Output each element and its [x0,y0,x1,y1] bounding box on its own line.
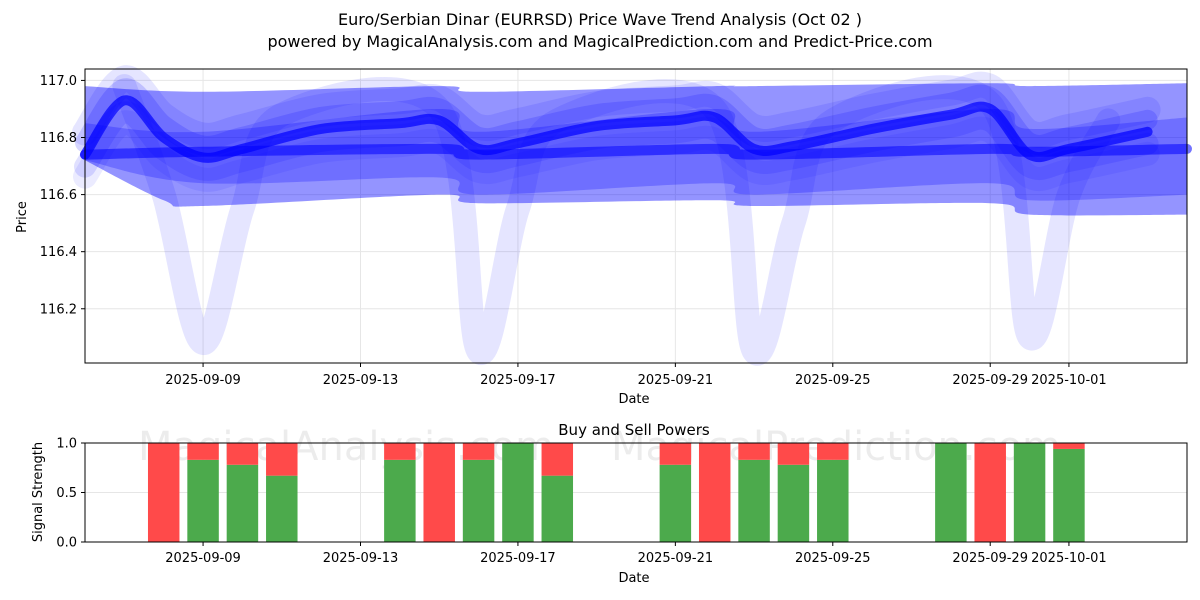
wave-shadow-line [73,110,1160,192]
price-x-tick-label: 2025-09-21 [638,373,714,388]
wave-shadow-line [75,78,1158,156]
buy-bar [935,443,967,542]
sell-bar [541,443,574,476]
price-x-tick-label: 2025-10-01 [1031,373,1107,388]
buy-bar [462,459,495,542]
price-panel: 2025-09-09 2025-09-13 2025-09-17 2025-09-21… [40,65,1192,388]
price-ylabel: Price [15,201,30,233]
wave-shadow-line [74,101,1159,181]
signal-x-tick-label: 2025-10-01 [1031,551,1107,566]
sell-bar [462,443,495,460]
buy-bar [1053,448,1085,542]
sell-bar [777,443,810,465]
chart-subtitle: powered by MagicalAnalysis.com and Magic… [267,32,932,51]
signal-y-tick-label: 0.0 [56,536,77,551]
signal-y-tick-label: 0.5 [56,486,77,501]
wave-shadow-line [72,65,1161,149]
signal-x-tick-label: 2025-09-09 [165,551,241,566]
signal-x-tick-label: 2025-09-25 [795,551,871,566]
sell-bar [266,443,298,476]
price-axes-frame [84,68,1188,364]
buy-bar [817,459,849,542]
price-x-tick-label: 2025-09-25 [795,373,871,388]
price-y-tick-label: 116.8 [40,131,77,146]
chart-title: Euro/Serbian Dinar (EURRSD) Price Wave T… [338,10,862,29]
price-x-tick-label: 2025-09-13 [323,373,399,388]
price-y-tick-label: 116.6 [40,188,77,203]
signal-x-tick-label: 2025-09-17 [480,551,556,566]
sell-bar [698,443,731,542]
sell-bar [974,443,1006,542]
price-y-tick-label: 116.4 [40,245,77,260]
sell-bar [384,443,416,460]
buy-bar [777,464,810,542]
sell-bar [147,443,180,542]
signal-title: Buy and Sell Powers [558,421,710,439]
signal-ylabel: Signal Strength [31,442,46,542]
sell-bar [187,443,219,460]
price-xlabel: Date [618,392,649,407]
price-y-tick-label: 116.2 [40,302,77,317]
signal-x-tick-label: 2025-09-29 [952,551,1028,566]
sell-bar [226,443,259,465]
buy-bar [266,475,298,542]
buy-bar [226,464,259,542]
buy-bar [384,459,416,542]
buy-bar [502,443,534,542]
sell-bar [659,443,692,465]
buy-bar [1013,443,1046,542]
price-x-tick-label: 2025-09-09 [165,373,241,388]
buy-bar [541,475,574,542]
sell-bar [738,443,770,460]
price-y-tick-label: 117.0 [40,74,77,89]
sell-bar [1053,443,1085,449]
buy-bar [187,459,219,542]
signal-y-tick-label: 1.0 [56,437,77,452]
sell-bar [817,443,849,460]
sell-bar [423,443,455,542]
signal-x-tick-label: 2025-09-21 [638,551,714,566]
main-wave-line [80,95,1153,163]
flat-wave-line [80,143,1192,160]
price-x-tick-label: 2025-09-17 [480,373,556,388]
signal-xlabel: Date [618,571,649,586]
signal-x-tick-label: 2025-09-13 [323,551,399,566]
buy-bar [738,459,770,542]
buy-bar [659,464,692,542]
signal-panel: 2025-09-09 2025-09-13 2025-09-17 2025-09-21… [56,437,1188,566]
price-x-tick-label: 2025-09-29 [952,373,1028,388]
